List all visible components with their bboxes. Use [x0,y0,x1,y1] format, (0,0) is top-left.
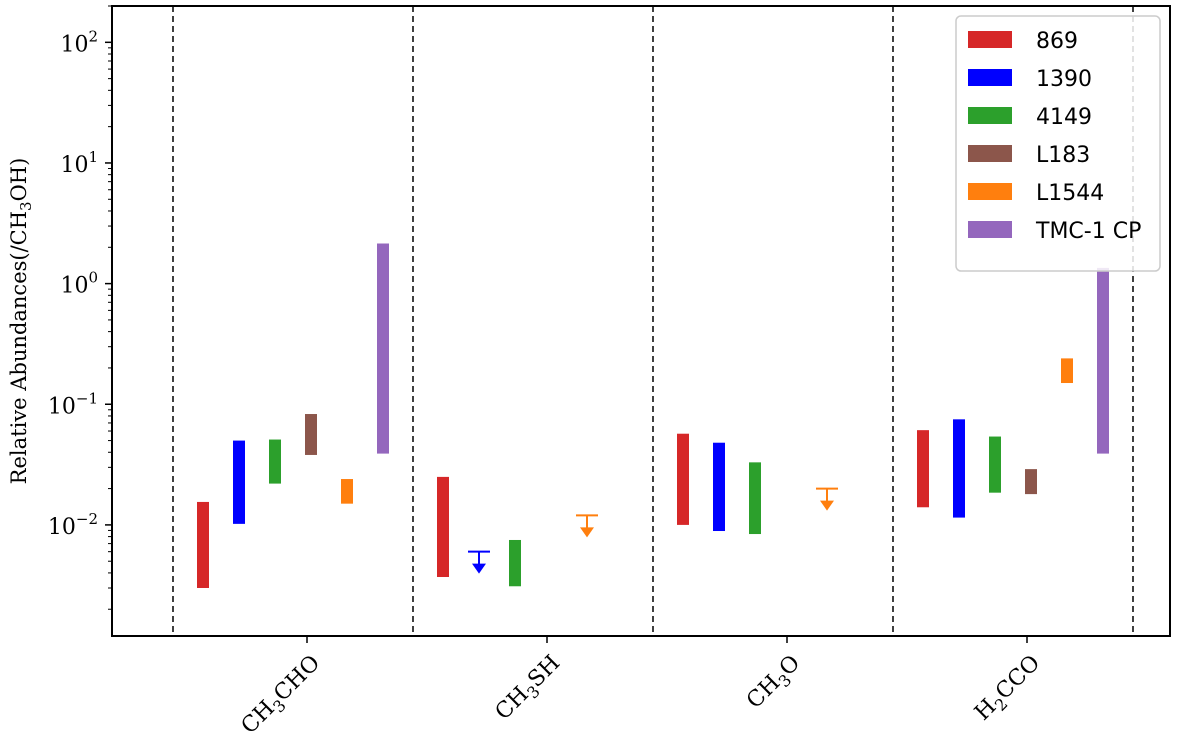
upper-limit-arrow [820,500,834,511]
y-tick-label: 100 [60,269,98,299]
upper-limit-arrow [472,563,486,574]
legend-swatch [968,69,1012,86]
y-axis: 10−2 10−1 100 101 102 [48,5,112,610]
y-tick-label: 10−1 [48,389,98,419]
bar-1390 [233,440,245,524]
bar-1390 [953,419,965,518]
legend-label: 1390 [1036,67,1092,92]
x-tick-label: H2CCO [970,651,1048,729]
legend-item: TMC-1 CP [968,219,1141,244]
legend-swatch [968,183,1012,200]
bar-869 [677,433,689,525]
legend-label: L1544 [1036,181,1104,206]
legend-swatch [968,221,1012,238]
legend-label: TMC-1 CP [1035,219,1141,244]
legend-label: L183 [1036,143,1090,168]
bar-4149 [269,439,281,484]
bar-4149 [509,539,521,587]
plot-frame [111,5,1171,637]
bar-l183 [305,414,317,455]
y-tick-label: 101 [60,148,98,178]
legend: 869 1390 4149 L183 L1544 TMC-1 CP [955,15,1161,272]
bar-869 [197,501,209,588]
legend-item: L1544 [968,181,1104,206]
bar-1390 [713,442,725,532]
legend-item: L183 [968,143,1090,168]
bar-l1544 [341,479,353,504]
bar-tmc-1-cp [377,243,389,454]
bars-layer [197,243,1109,588]
upper-limit-l1544 [576,514,598,538]
x-tick-label: CH3CHO [237,651,328,742]
bar-l1544 [1061,358,1073,384]
y-tick-label: 102 [60,27,98,57]
legend-swatch [968,145,1012,162]
legend-label: 4149 [1036,105,1092,130]
bar-869 [437,476,449,578]
legend-item: 1390 [968,67,1092,92]
x-tick-label: CH3SH [491,651,568,728]
legend-swatch [968,31,1012,48]
bar-l183 [1025,469,1037,495]
legend-swatch [968,107,1012,124]
bar-4149 [749,462,761,535]
legend-item: 4149 [968,105,1092,130]
upper-limit-l1544 [816,487,838,511]
legend-item: 869 [968,29,1078,54]
bar-tmc-1-cp [1097,267,1109,454]
x-tick-label: CH3O [742,651,808,717]
legend-label: 869 [1036,29,1078,54]
bar-4149 [989,436,1001,493]
upper-limit-1390 [468,550,490,574]
upper-limit-arrow [580,527,594,538]
bar-869 [917,430,929,508]
y-axis-label: Relative Abundances(/CH3OH) [7,158,35,485]
x-axis: CH3CHO CH3SH CH3O H2CCO [237,636,1048,742]
y-tick-label: 10−2 [48,510,98,540]
